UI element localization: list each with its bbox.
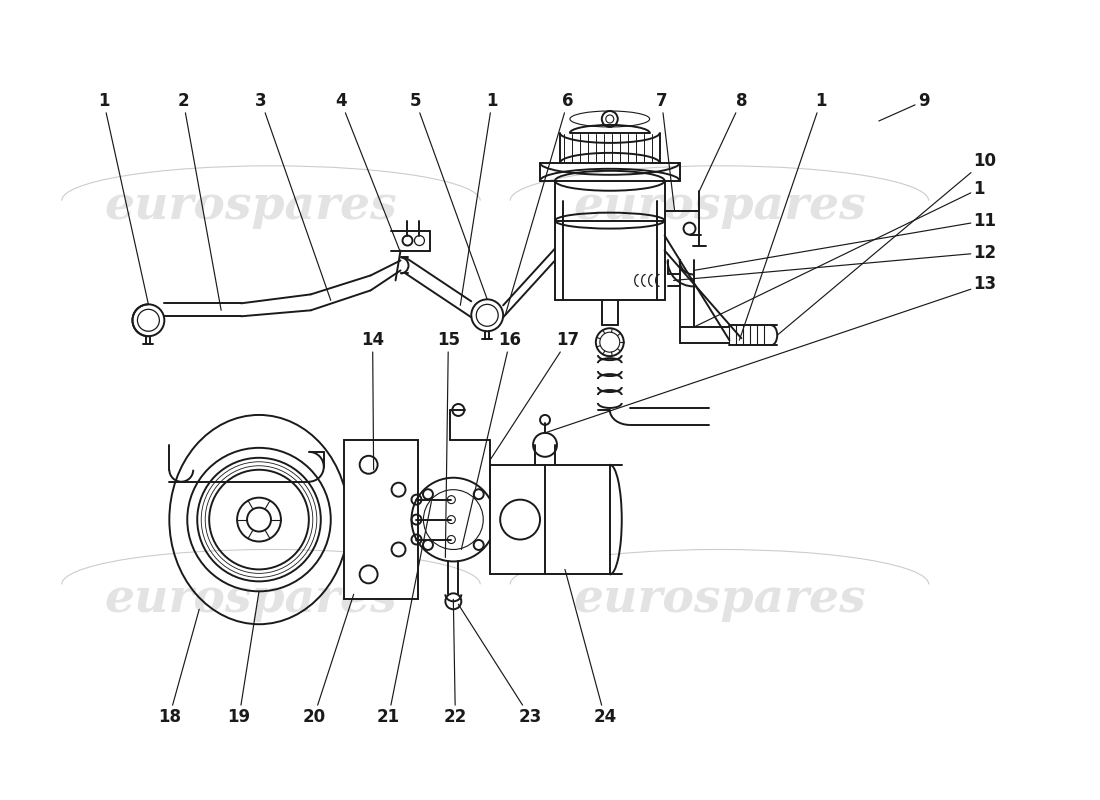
- Text: 21: 21: [377, 502, 431, 726]
- Text: 22: 22: [443, 599, 468, 726]
- Text: eurospares: eurospares: [104, 576, 397, 622]
- Text: 15: 15: [437, 331, 460, 558]
- Text: eurospares: eurospares: [573, 576, 866, 622]
- Text: 13: 13: [544, 275, 997, 433]
- Text: 10: 10: [778, 152, 997, 335]
- Text: 11: 11: [693, 212, 997, 270]
- Text: 16: 16: [461, 331, 521, 550]
- Text: 5: 5: [409, 92, 487, 299]
- Text: 8: 8: [700, 92, 747, 190]
- Text: 14: 14: [361, 331, 384, 470]
- Text: 9: 9: [879, 92, 930, 121]
- Text: 24: 24: [565, 570, 616, 726]
- Text: 18: 18: [157, 610, 199, 726]
- Text: 17: 17: [491, 331, 580, 460]
- Text: 4: 4: [334, 92, 400, 253]
- Bar: [343, 440, 418, 599]
- Bar: [491, 465, 609, 574]
- Text: 1: 1: [460, 92, 498, 306]
- Text: 3: 3: [255, 92, 331, 300]
- Text: 7: 7: [656, 92, 674, 210]
- Text: 20: 20: [302, 594, 354, 726]
- Text: 19: 19: [228, 591, 258, 726]
- Text: 1: 1: [739, 92, 827, 340]
- Text: eurospares: eurospares: [573, 182, 866, 229]
- Text: 6: 6: [505, 92, 574, 315]
- Text: 1: 1: [98, 92, 148, 304]
- Text: 1: 1: [693, 180, 984, 327]
- Text: 12: 12: [673, 243, 997, 281]
- Text: eurospares: eurospares: [104, 182, 397, 229]
- Text: 2: 2: [177, 92, 221, 310]
- Text: 23: 23: [459, 604, 541, 726]
